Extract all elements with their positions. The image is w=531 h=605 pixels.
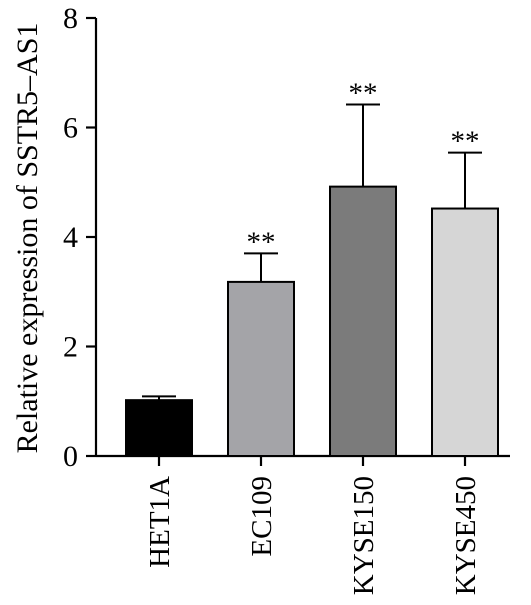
y-tick-label: 4 xyxy=(63,221,78,254)
significance-label: ** xyxy=(451,126,480,158)
x-axis: HET1A EC109 KYSE150 KYSE450 xyxy=(96,454,510,595)
y-tick-label: 2 xyxy=(63,331,78,364)
y-axis: 0 2 4 6 8 xyxy=(63,2,98,473)
bar-het1a xyxy=(125,399,193,457)
bar-kyse150 xyxy=(329,185,397,457)
bars: ** ** ** xyxy=(125,78,499,457)
y-tick-label: 8 xyxy=(63,2,78,35)
significance-label: ** xyxy=(247,226,276,258)
significance-label: ** xyxy=(349,78,378,110)
x-tick-label: EC109 xyxy=(246,476,278,557)
y-axis-label: Relative expression of SSTR5–AS1 xyxy=(11,23,44,454)
x-tick-label: HET1A xyxy=(144,476,176,568)
y-tick-label: 6 xyxy=(63,112,78,145)
x-tick-label: KYSE450 xyxy=(450,476,482,595)
y-tick-label: 0 xyxy=(63,440,78,473)
x-tick-label: KYSE150 xyxy=(348,476,380,595)
bar-kyse450 xyxy=(431,207,499,457)
bar-ec109 xyxy=(227,280,295,457)
